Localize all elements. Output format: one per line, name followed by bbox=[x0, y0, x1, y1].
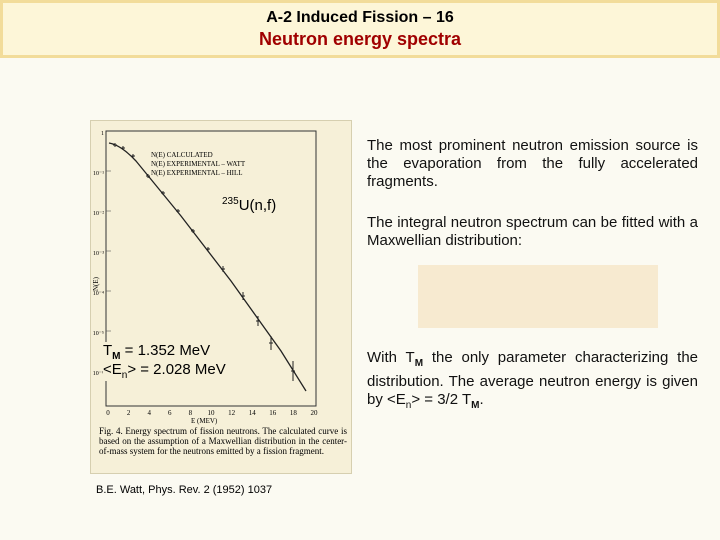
y-tick-label: 10⁻⁴ bbox=[93, 291, 104, 297]
legend-entry: N(E) CALCULATED bbox=[151, 151, 213, 159]
x-tick-label: 10 bbox=[208, 409, 216, 417]
header: A-2 Induced Fission – 16 Neutron energy … bbox=[0, 0, 720, 58]
text: . bbox=[479, 391, 484, 408]
paragraph: With TM the only parameter characterizin… bbox=[367, 349, 698, 415]
y-tick-label: 1 bbox=[101, 131, 104, 137]
mass-number: 235 bbox=[222, 196, 239, 207]
ticks bbox=[106, 170, 111, 372]
y-tick-label: 10⁻⁵ bbox=[93, 331, 104, 337]
paragraph: The integral neutron spectrum can be fit… bbox=[367, 214, 698, 249]
tm-label: TM = 1.352 MeV bbox=[103, 342, 211, 362]
subtitle: Neutron energy spectra bbox=[258, 29, 462, 49]
tm-text: = 1.352 MeV bbox=[120, 342, 211, 359]
caption: Fig. 4. Energy spectrum of fission neutr… bbox=[99, 426, 347, 456]
tm-sub: M bbox=[112, 351, 121, 362]
y-tick-label: 10⁻² bbox=[93, 211, 104, 217]
citation: B.E. Watt, Phys. Rev. 2 (1952) 1037 bbox=[96, 484, 273, 496]
title: A-2 Induced Fission – 16 bbox=[266, 9, 454, 26]
caption-box: Fig. 4. Energy spectrum of fission neutr… bbox=[99, 426, 347, 456]
sub: M bbox=[471, 400, 480, 411]
text: the only parameter characterizing the di… bbox=[367, 349, 698, 408]
x-tick-label: 12 bbox=[228, 409, 236, 417]
legend-entry: N(E) EXPERIMENTAL – WATT bbox=[151, 160, 246, 168]
data-points bbox=[113, 143, 295, 381]
legend-entry: N(E) EXPERIMENTAL – HILL bbox=[151, 169, 243, 177]
x-tick-label: 4 bbox=[147, 409, 151, 417]
text: With T bbox=[367, 349, 415, 366]
x-tick-label: 16 bbox=[269, 409, 277, 417]
x-tick-label: 6 bbox=[168, 409, 172, 417]
reaction-label: 235U(n,f) bbox=[222, 196, 277, 214]
figure: N(E) CALCULATED N(E) EXPERIMENTAL – WATT… bbox=[90, 120, 352, 474]
x-tick-label: 14 bbox=[249, 409, 257, 417]
calculated-curve bbox=[108, 142, 307, 392]
sub: n bbox=[405, 400, 412, 411]
en-sub: n bbox=[121, 370, 128, 381]
reaction-text: U(n,f) bbox=[238, 197, 277, 214]
x-tick-label: 8 bbox=[189, 409, 193, 417]
en-label: <En> = 2.028 MeV bbox=[103, 361, 226, 381]
en-text: > = 2.028 MeV bbox=[127, 361, 226, 378]
y-tick-label: 10⁻¹ bbox=[93, 171, 104, 177]
formula-placeholder bbox=[418, 265, 658, 328]
sub: M bbox=[414, 358, 424, 369]
y-axis-label: N(E) bbox=[92, 276, 100, 291]
x-axis-label: E (MEV) bbox=[191, 417, 218, 425]
paragraph: The most prominent neutron emission sour… bbox=[367, 137, 698, 190]
plot-frame bbox=[105, 130, 317, 407]
en-open: <E bbox=[103, 361, 122, 378]
x-tick-label: 20 bbox=[311, 409, 319, 417]
y-tick-label: 10⁻³ bbox=[93, 251, 104, 257]
x-tick-label: 2 bbox=[127, 409, 131, 417]
figure-plot: N(E) CALCULATED N(E) EXPERIMENTAL – WATT… bbox=[92, 130, 347, 456]
y-tick-label: 10⁻⁶ bbox=[93, 371, 104, 377]
tm-symbol: T bbox=[103, 342, 113, 359]
x-tick-label: 18 bbox=[290, 409, 298, 417]
text: > = 3/2 T bbox=[411, 391, 472, 408]
x-tick-label: 0 bbox=[106, 409, 110, 417]
